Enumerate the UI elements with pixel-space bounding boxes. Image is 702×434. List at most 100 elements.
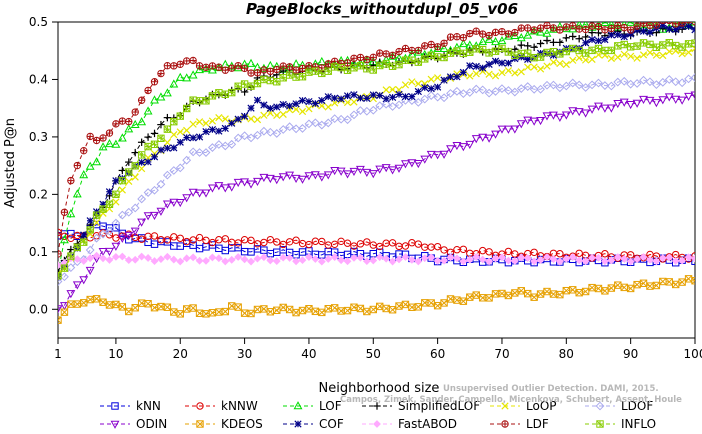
data-point-odin <box>446 145 455 154</box>
data-point-cof <box>524 55 532 63</box>
data-point-cof <box>311 99 319 108</box>
data-point-loop <box>427 75 435 83</box>
data-point-loop <box>549 58 558 66</box>
data-point-knn <box>170 242 178 250</box>
data-point-kdeos <box>633 280 641 289</box>
data-point-cof <box>665 25 673 33</box>
data-point-fastabod <box>658 254 667 262</box>
data-point-knnw <box>343 239 352 247</box>
data-point-kdeos <box>144 300 152 308</box>
data-point-inflo <box>453 47 461 55</box>
data-point-simplifiedlof <box>569 32 577 41</box>
data-point-ldof <box>381 99 391 109</box>
data-point-ldf <box>556 26 564 34</box>
data-point-odin <box>349 167 359 177</box>
x-tick-label: 100 <box>684 347 702 361</box>
data-point-simplifiedlof <box>67 245 75 254</box>
data-point-odin <box>645 96 655 105</box>
data-point-fastabod <box>317 257 326 266</box>
data-point-ldof <box>568 78 578 88</box>
data-point-knnw <box>504 247 513 256</box>
data-point-knnw <box>485 248 493 256</box>
data-point-ldof <box>150 185 159 195</box>
data-point-ldof <box>272 129 282 138</box>
data-point-fastabod <box>247 257 255 266</box>
data-point-loop <box>581 56 590 64</box>
data-point-fastabod <box>350 253 358 262</box>
data-point-cof <box>253 96 262 104</box>
data-point-ldf <box>575 25 583 33</box>
data-point-lof <box>413 47 423 56</box>
data-point-simplifiedlof <box>144 133 152 141</box>
data-point-simplifiedlof <box>543 36 551 45</box>
data-point-fastabod <box>240 255 249 264</box>
data-point-inflo <box>324 67 332 75</box>
series-loop <box>58 44 695 278</box>
data-point-loop <box>524 63 532 71</box>
data-point-fastabod <box>227 255 236 264</box>
data-point-odin <box>606 104 616 113</box>
data-point-fastabod <box>131 255 140 264</box>
plot-area: 1 10 20 30 40 50 60 70 80 90 100 0.0 0.1 0.2 0.3 0.4 0.5 <box>29 15 702 361</box>
data-point-knnw <box>176 234 184 242</box>
data-point-lof <box>484 34 494 43</box>
data-point-ldof <box>143 188 153 197</box>
data-point-kdeos <box>620 283 628 292</box>
data-point-ldf <box>60 208 69 216</box>
data-point-knnw <box>273 238 281 246</box>
data-point-lof <box>162 88 172 97</box>
data-point-inflo <box>60 264 69 272</box>
data-point-loop <box>260 111 268 119</box>
data-point-kdeos <box>58 316 62 324</box>
data-point-ldof <box>105 226 114 236</box>
data-point-fastabod <box>324 255 333 263</box>
data-point-kdeos <box>659 277 667 286</box>
data-point-inflo <box>581 49 590 57</box>
data-point-loop <box>112 198 120 206</box>
data-point-kdeos <box>305 305 313 313</box>
data-point-ldf <box>517 24 525 32</box>
data-point-ldof <box>594 78 603 88</box>
data-point-ldof <box>394 100 404 110</box>
data-point-inflo <box>273 78 281 86</box>
data-point-kdeos <box>626 284 635 293</box>
data-point-odin <box>581 109 591 118</box>
data-point-odin <box>549 111 558 120</box>
data-point-ldof <box>606 81 616 91</box>
data-point-inflo <box>536 53 545 61</box>
data-point-kdeos <box>221 307 229 316</box>
data-point-ldof <box>259 126 269 136</box>
data-point-ldf <box>459 33 468 42</box>
data-point-lof <box>207 65 217 74</box>
legend-label: LoOP <box>526 399 557 413</box>
data-point-odin <box>259 173 269 182</box>
data-point-cof <box>620 33 628 41</box>
data-point-ldof <box>375 101 385 111</box>
data-point-fastabod <box>86 254 95 263</box>
data-point-kdeos <box>279 303 287 312</box>
data-point-cof <box>472 62 480 71</box>
data-point-loop <box>472 70 480 78</box>
data-point-odin <box>169 198 179 207</box>
data-point-cof <box>266 104 274 113</box>
x-tick-label: 90 <box>623 347 638 361</box>
data-point-ldof <box>651 80 661 90</box>
data-point-loop <box>170 131 178 139</box>
data-point-inflo <box>588 46 596 55</box>
data-point-fastabod <box>575 256 584 265</box>
data-point-knnw <box>414 240 423 248</box>
series-inflo <box>58 39 695 280</box>
data-point-inflo <box>105 200 114 209</box>
data-point-lof <box>188 70 198 79</box>
data-point-odin <box>568 107 578 116</box>
data-point-lof <box>130 119 140 129</box>
data-point-odin <box>394 164 404 173</box>
data-point-odin <box>651 99 661 108</box>
data-point-lof <box>388 51 398 60</box>
data-point-odin <box>574 108 584 117</box>
data-point-ldof <box>137 194 147 204</box>
data-point-fastabod <box>543 253 551 261</box>
data-point-lof <box>265 60 275 69</box>
data-point-fastabod <box>388 257 397 266</box>
data-point-lof <box>195 65 204 74</box>
